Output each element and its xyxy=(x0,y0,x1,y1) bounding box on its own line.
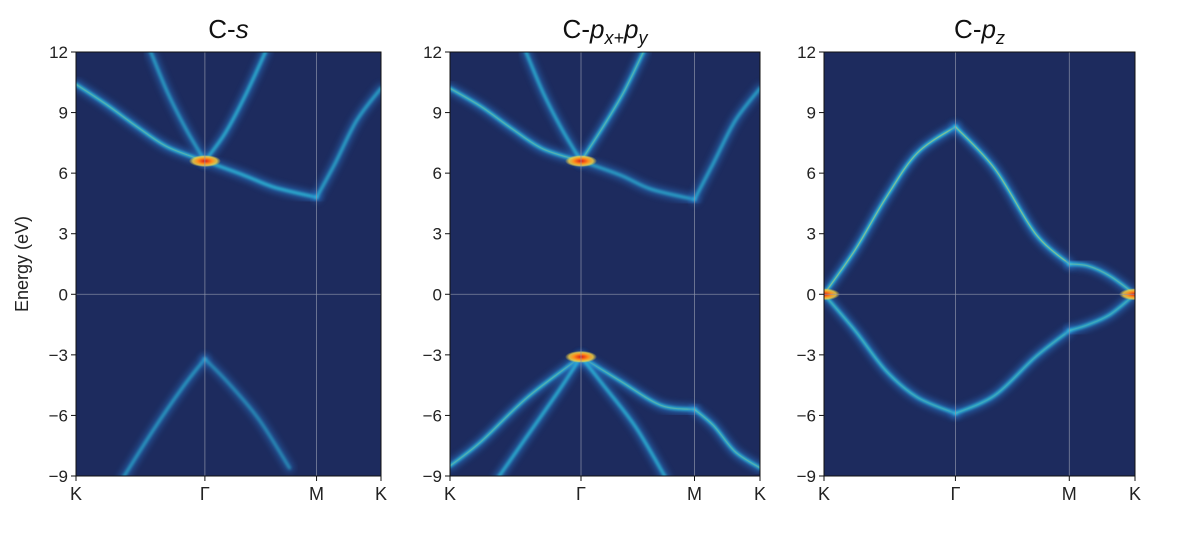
panel-title: C-s xyxy=(208,14,248,44)
x-tick-label: K xyxy=(375,484,387,504)
y-tick-label: −9 xyxy=(49,467,68,486)
x-tick-label: K xyxy=(70,484,82,504)
x-tick-label: M xyxy=(1062,484,1077,504)
x-tick-label: Γ xyxy=(950,484,960,504)
y-tick-label: 12 xyxy=(797,43,816,62)
y-tick-label: 9 xyxy=(807,104,816,123)
y-tick-label: −6 xyxy=(423,406,442,425)
band-curve xyxy=(576,52,649,166)
y-tick-label: 6 xyxy=(59,164,68,183)
band-curve xyxy=(950,326,1074,418)
x-tick-label: M xyxy=(687,484,702,504)
plot-frame xyxy=(449,51,761,477)
band-curve xyxy=(576,352,670,476)
y-tick-label: 6 xyxy=(807,164,816,183)
band-curve xyxy=(200,354,294,473)
band-curve xyxy=(200,156,322,202)
y-tick-label: 0 xyxy=(433,285,442,304)
plot-frame xyxy=(75,51,382,477)
band-curve xyxy=(824,122,960,299)
band-curve xyxy=(690,83,760,204)
y-tick-label: −6 xyxy=(797,406,816,425)
x-tick-label: Γ xyxy=(576,484,586,504)
band-curve xyxy=(576,352,699,414)
y-tick-label: 6 xyxy=(433,164,442,183)
band-curve xyxy=(521,52,586,166)
y-tick-label: −3 xyxy=(423,346,442,365)
y-tick-label: −9 xyxy=(423,467,442,486)
band-curve xyxy=(450,352,586,471)
y-tick-label: 9 xyxy=(59,104,68,123)
panel-title: C-px+py xyxy=(563,14,649,48)
y-tick-label: 9 xyxy=(433,104,442,123)
panel-title: C-pz xyxy=(954,14,1005,48)
y-tick-label: 12 xyxy=(423,43,442,62)
x-tick-label: K xyxy=(754,484,766,504)
band-curve xyxy=(76,79,210,166)
y-tick-label: 3 xyxy=(59,225,68,244)
band-curve xyxy=(118,354,210,476)
band-curve xyxy=(576,156,699,204)
x-tick-label: K xyxy=(818,484,830,504)
band-curve xyxy=(950,122,1074,269)
y-tick-label: 0 xyxy=(807,285,816,304)
y-tick-label: −3 xyxy=(49,346,68,365)
band-curve xyxy=(200,52,271,166)
y-tick-label: 12 xyxy=(49,43,68,62)
band-curve xyxy=(145,52,210,166)
plot-frame xyxy=(823,51,1136,477)
band-curve xyxy=(450,83,586,166)
y-tick-label: −9 xyxy=(797,467,816,486)
y-axis-label: Energy (eV) xyxy=(12,216,32,312)
band-curve xyxy=(493,352,586,476)
band-curve xyxy=(312,83,381,202)
band-curve xyxy=(824,289,960,418)
y-tick-label: −6 xyxy=(49,406,68,425)
band-curve xyxy=(690,404,760,473)
band-curve xyxy=(1064,259,1135,299)
y-tick-label: 3 xyxy=(807,225,816,244)
x-tick-label: K xyxy=(1129,484,1141,504)
x-tick-label: Γ xyxy=(200,484,210,504)
y-tick-label: −3 xyxy=(797,346,816,365)
y-tick-label: 3 xyxy=(433,225,442,244)
x-tick-label: M xyxy=(309,484,324,504)
y-tick-label: 0 xyxy=(59,285,68,304)
band-curve xyxy=(1064,289,1135,336)
x-tick-label: K xyxy=(444,484,456,504)
